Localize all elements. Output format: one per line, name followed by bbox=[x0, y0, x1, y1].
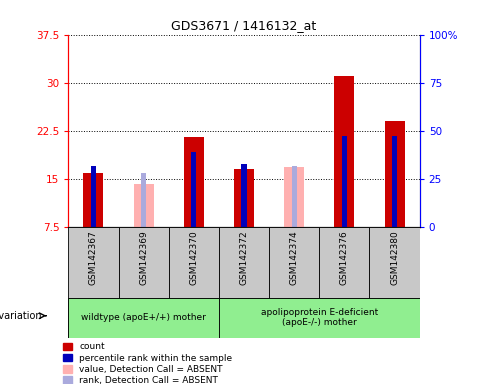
Bar bbox=[319, 227, 369, 298]
Text: GSM142369: GSM142369 bbox=[139, 230, 148, 285]
Bar bbox=[184, 137, 204, 227]
Bar bbox=[292, 166, 297, 227]
Text: GSM142372: GSM142372 bbox=[240, 230, 248, 285]
Bar bbox=[119, 227, 169, 298]
Text: GSM142374: GSM142374 bbox=[290, 230, 299, 285]
Bar bbox=[83, 174, 103, 227]
Legend: count, percentile rank within the sample, value, Detection Call = ABSENT, rank, : count, percentile rank within the sample… bbox=[63, 343, 232, 384]
Bar bbox=[392, 136, 397, 227]
Text: GSM142380: GSM142380 bbox=[390, 230, 399, 285]
Bar bbox=[269, 227, 319, 298]
Text: wildtype (apoE+/+) mother: wildtype (apoE+/+) mother bbox=[81, 313, 206, 322]
Bar bbox=[141, 174, 146, 227]
Bar bbox=[134, 184, 154, 227]
Text: GSM142367: GSM142367 bbox=[89, 230, 98, 285]
Text: genotype/variation: genotype/variation bbox=[0, 311, 42, 321]
Bar bbox=[385, 121, 405, 227]
Bar bbox=[191, 152, 196, 227]
Bar bbox=[219, 227, 269, 298]
Bar bbox=[342, 136, 347, 227]
Bar bbox=[91, 166, 96, 227]
Bar bbox=[234, 169, 254, 227]
Title: GDS3671 / 1416132_at: GDS3671 / 1416132_at bbox=[171, 19, 317, 32]
Bar bbox=[68, 298, 219, 338]
Text: apolipoprotein E-deficient
(apoE-/-) mother: apolipoprotein E-deficient (apoE-/-) mot… bbox=[261, 308, 378, 328]
Bar bbox=[169, 227, 219, 298]
Bar bbox=[219, 298, 420, 338]
Bar bbox=[369, 227, 420, 298]
Bar bbox=[284, 167, 304, 227]
Bar bbox=[242, 164, 246, 227]
Text: GSM142370: GSM142370 bbox=[189, 230, 198, 285]
Bar bbox=[334, 76, 354, 227]
Text: GSM142376: GSM142376 bbox=[340, 230, 349, 285]
Bar bbox=[68, 227, 119, 298]
